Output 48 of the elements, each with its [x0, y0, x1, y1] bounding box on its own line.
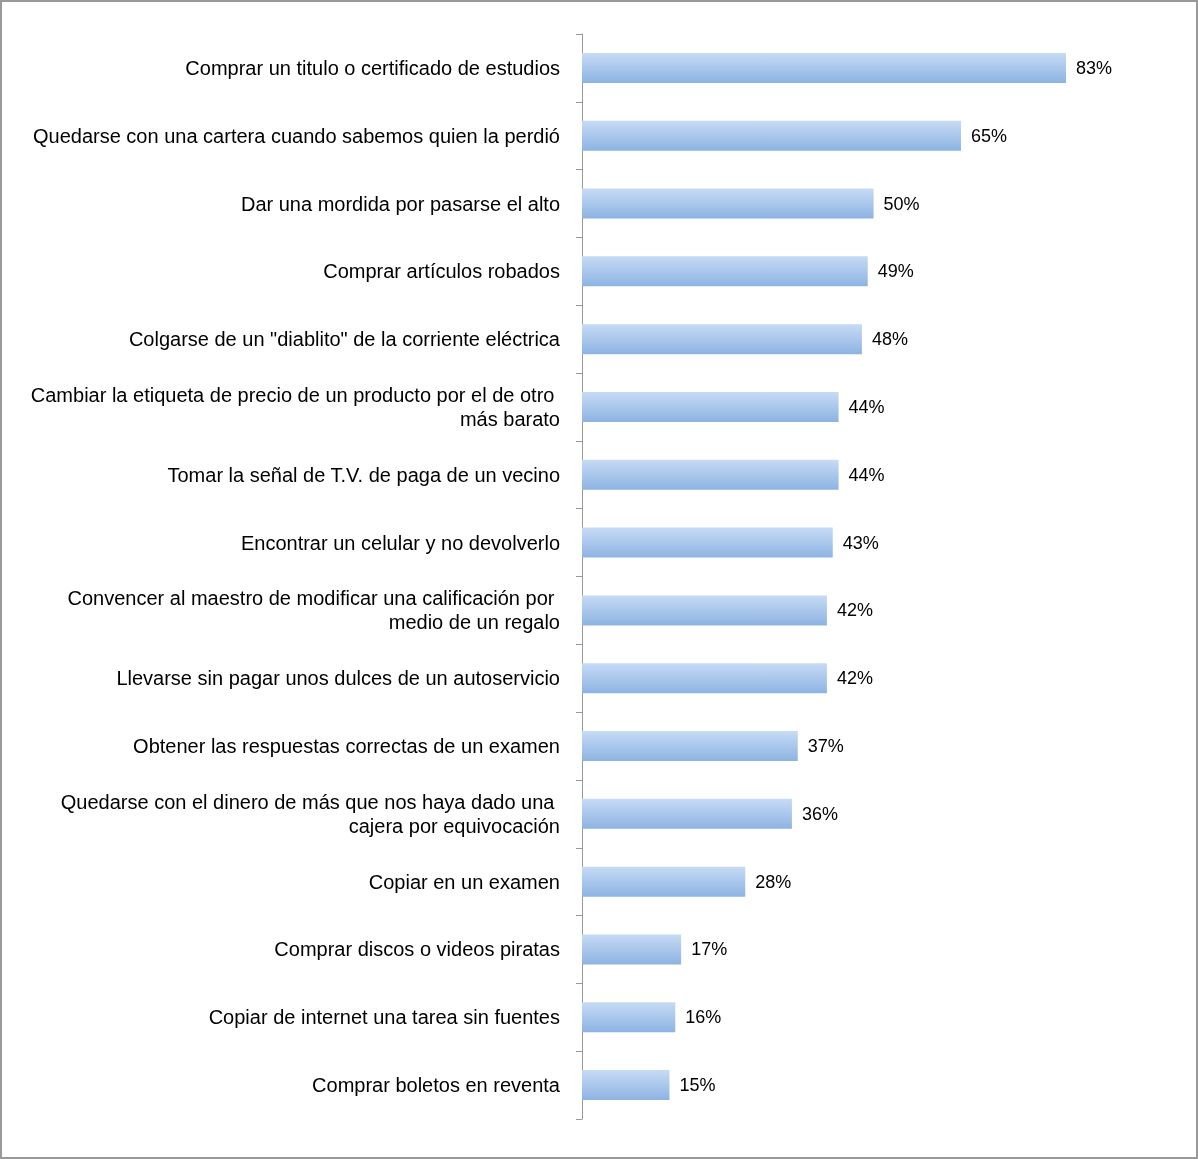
bar: [582, 663, 827, 694]
y-tick-label: Tomar la señal de T.V. de paga de un vecino: [167, 463, 560, 486]
data-label: 16%: [685, 1007, 722, 1028]
bar: [582, 934, 682, 965]
data-label: 44%: [848, 464, 885, 485]
y-tick-label: Convencer al maestro de modificar una calificación por medio de un regalo: [67, 587, 560, 634]
y-tick-label: Copiar en un examen: [368, 870, 560, 893]
data-label: 15%: [679, 1075, 716, 1096]
bar: [582, 52, 1066, 83]
y-tick-label: Comprar artículos robados: [323, 260, 560, 283]
bar: [582, 324, 862, 355]
bar: [582, 459, 839, 490]
data-label: 17%: [691, 939, 728, 960]
bar: [582, 527, 833, 558]
y-tick-label: Cambiar la etiqueta de precio de un producto por el de otro más barato: [30, 383, 560, 430]
data-label: 42%: [836, 668, 873, 689]
bar: [582, 798, 792, 829]
y-tick-label: Colgarse de un "diablito" de la corriente eléctrica: [128, 328, 561, 351]
data-label: 49%: [877, 261, 914, 282]
y-tick-label: Copiar de internet una tarea sin fuentes: [208, 1006, 560, 1029]
bar: [582, 120, 962, 151]
y-tick-label: Comprar un titulo o certificado de estudios: [185, 56, 560, 79]
data-label: 65%: [971, 125, 1008, 146]
y-tick-label: Obtener las respuestas correctas de un examen: [133, 735, 560, 758]
y-tick-label: Llevarse sin pagar unos dulces de un autoservicio: [116, 667, 560, 690]
data-label: 28%: [755, 871, 792, 892]
y-tick-label: Encontrar un celular y no devolverlo: [240, 531, 560, 554]
data-label: 50%: [883, 193, 920, 214]
data-label: 36%: [801, 803, 838, 824]
data-label: 43%: [842, 532, 879, 553]
data-label: 44%: [848, 396, 885, 417]
bar: [582, 256, 868, 287]
bar: [582, 1070, 670, 1101]
data-label: 42%: [836, 600, 873, 621]
data-label: 83%: [1076, 57, 1113, 78]
bar: [582, 391, 839, 422]
bar: [582, 731, 798, 762]
bar: [582, 188, 874, 219]
bar: [582, 1002, 676, 1033]
y-tick-label: Comprar boletos en reventa: [312, 1074, 561, 1097]
bar: [582, 595, 827, 626]
y-tick-label: Quedarse con una cartera cuando sabemos quien la perdió: [32, 124, 560, 147]
data-label: 37%: [807, 736, 844, 757]
y-tick-label: Comprar discos o videos piratas: [274, 938, 560, 961]
data-label: 48%: [871, 329, 908, 350]
bar: [582, 866, 746, 897]
y-tick-label: Dar una mordida por pasarse el alto: [240, 192, 560, 215]
y-tick-label: Quedarse con el dinero de más que nos haya dado una cajera por equivocación: [60, 790, 560, 837]
